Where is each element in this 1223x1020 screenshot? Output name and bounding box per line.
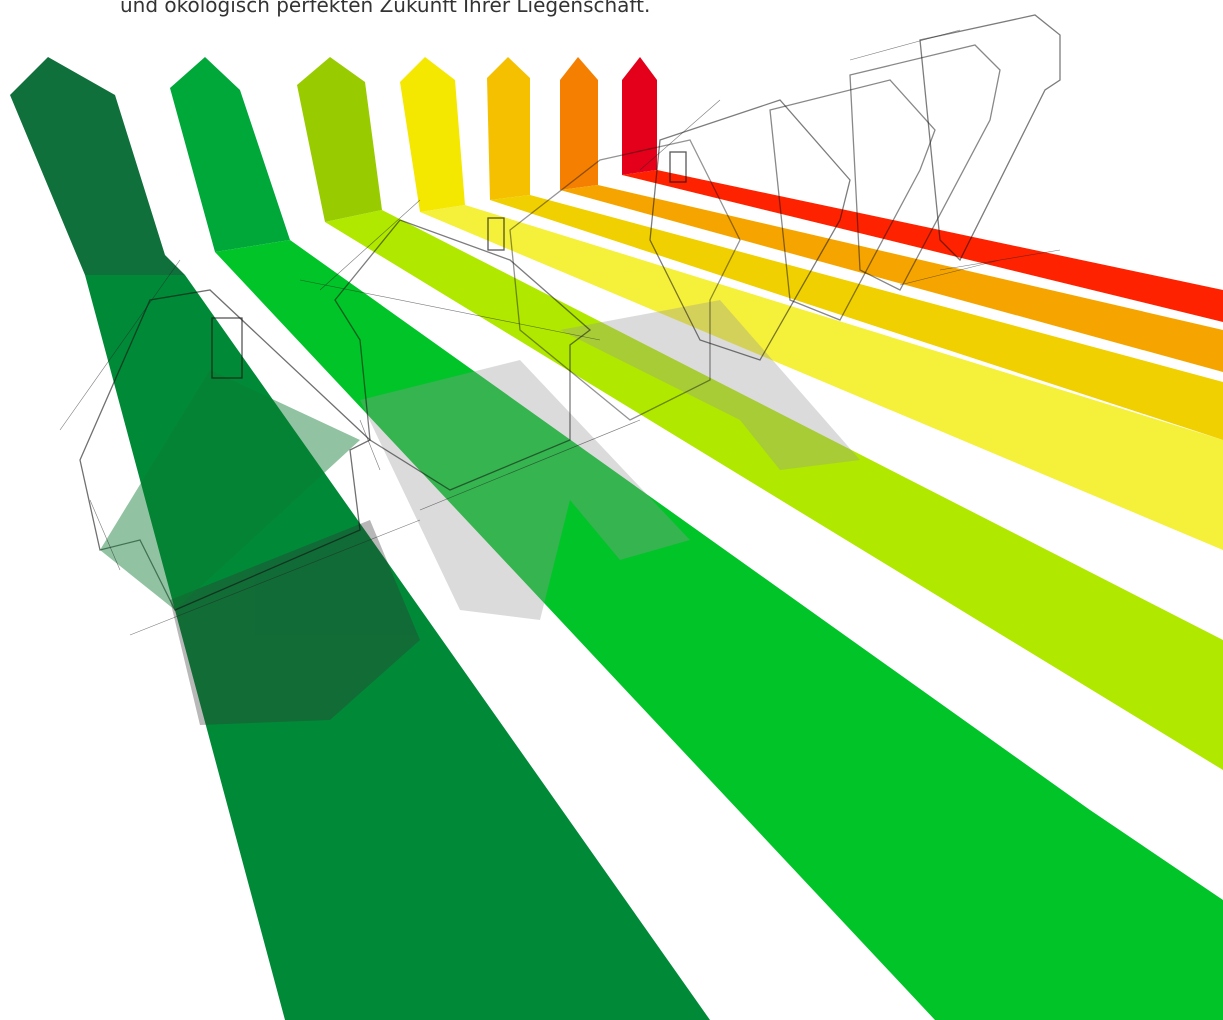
stripe-arrow xyxy=(487,57,530,200)
house xyxy=(849,44,1001,291)
stripe xyxy=(490,195,1223,440)
stripe-arrow xyxy=(297,57,382,222)
chimney xyxy=(487,217,505,251)
stripe-arrow xyxy=(622,57,657,175)
stripe-arrow xyxy=(560,57,598,190)
houses xyxy=(59,14,1061,636)
stripe xyxy=(622,170,1223,322)
stripe xyxy=(215,240,1223,1020)
house xyxy=(769,79,936,321)
house-wall xyxy=(100,370,360,610)
stripe-arrow xyxy=(170,57,290,252)
shadows xyxy=(170,300,860,725)
stripe xyxy=(85,275,710,1020)
house xyxy=(649,99,851,361)
stripe-arrow xyxy=(10,57,185,275)
energy-stripes xyxy=(10,57,1223,1020)
house xyxy=(509,139,741,421)
caption: und ökologisch perfekten Zukunft Ihrer L… xyxy=(120,0,650,17)
stripe xyxy=(325,210,1223,770)
house xyxy=(79,289,372,611)
chimney xyxy=(669,151,687,183)
house xyxy=(334,219,592,491)
stripe-arrow xyxy=(400,57,465,212)
stripe xyxy=(420,205,1223,550)
chimney xyxy=(211,317,243,379)
house xyxy=(919,14,1061,262)
stripe xyxy=(560,185,1223,372)
